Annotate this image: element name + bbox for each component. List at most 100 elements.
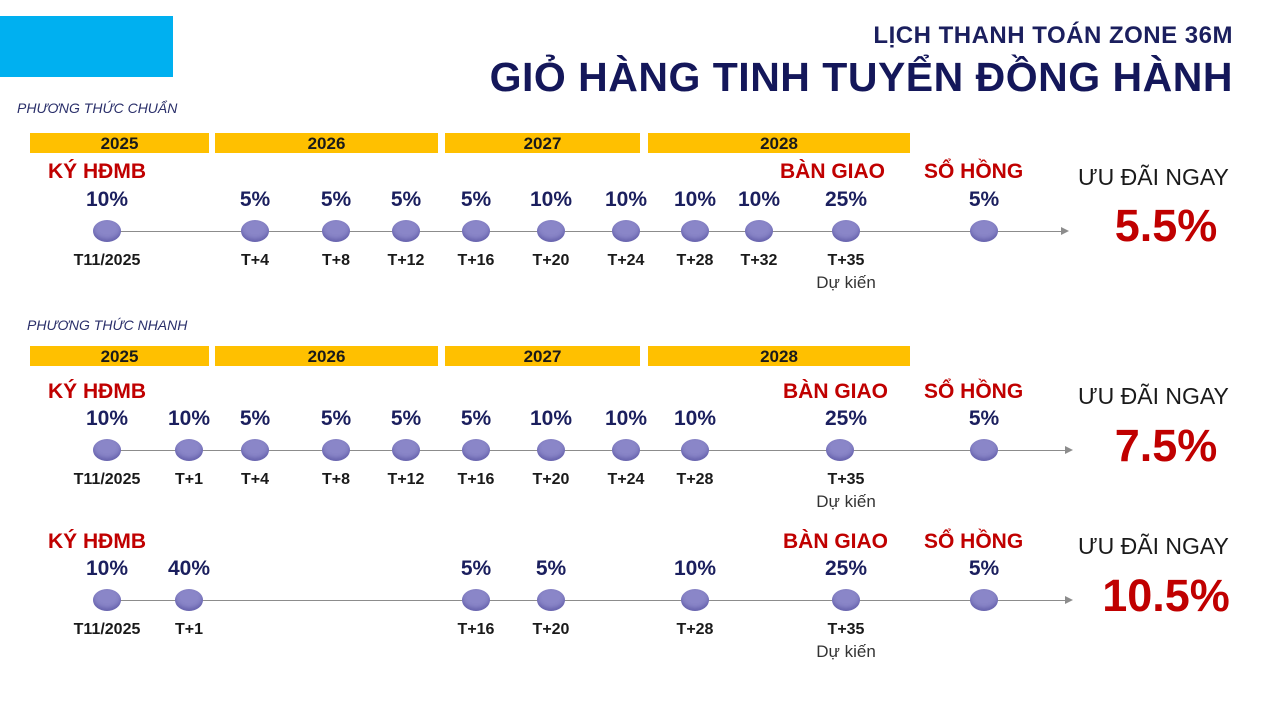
milestone-dot xyxy=(462,220,490,242)
milestone-tick: T+4 xyxy=(240,471,270,488)
milestone-tick: T+8 xyxy=(321,252,351,269)
milestone-dot xyxy=(970,220,998,242)
milestone-percent: 10% xyxy=(673,188,717,211)
milestone-tick: T+4 xyxy=(240,252,270,269)
handover-label: BÀN GIAO xyxy=(780,160,885,183)
offer-value: 7.5% xyxy=(1114,420,1218,471)
milestone-percent: 25% xyxy=(824,407,868,430)
milestone-tick: T+20 xyxy=(532,252,570,269)
milestone-dot xyxy=(93,220,121,242)
method-label-standard: PHƯƠNG THỨC CHUẨN xyxy=(17,100,178,116)
milestone-dot xyxy=(93,589,121,611)
milestone-tick: T+16 xyxy=(457,621,495,638)
milestone-tick: T11/2025 xyxy=(73,621,141,638)
milestone-dot xyxy=(241,220,269,242)
year-bar-2026: 2026 xyxy=(215,133,438,153)
year-bar-2028: 2028 xyxy=(648,133,910,153)
milestone-dot xyxy=(175,439,203,461)
milestone-dot xyxy=(537,589,565,611)
milestone-dot xyxy=(681,439,709,461)
milestone-dot xyxy=(832,589,860,611)
arrow-right-icon xyxy=(1065,596,1073,604)
timeline-line xyxy=(107,450,1065,451)
milestone-dot xyxy=(93,439,121,461)
milestone-percent: 5% xyxy=(460,407,492,430)
milestone-percent: 25% xyxy=(824,188,868,211)
milestone-dot xyxy=(970,589,998,611)
milestone-dot xyxy=(322,439,350,461)
pink-book-label: SỔ HỒNG xyxy=(924,160,1024,183)
milestone-dot xyxy=(745,220,773,242)
milestone-percent: 25% xyxy=(824,557,868,580)
milestone-tick: T+8 xyxy=(321,471,351,488)
page-title: GIỎ HÀNG TINH TUYỂN ĐỒNG HÀNH xyxy=(489,54,1233,100)
offer-label: ƯU ĐÃI NGAY xyxy=(1078,533,1229,559)
milestone-tick: T+12 xyxy=(387,471,425,488)
milestone-tick: T+12 xyxy=(387,252,425,269)
milestone-dot xyxy=(826,439,854,461)
milestone-percent: 5% xyxy=(390,407,422,430)
milestone-tick: T+28 xyxy=(676,471,714,488)
milestone-dot xyxy=(175,589,203,611)
milestone-tick: T+1 xyxy=(174,471,204,488)
sign-contract-label: KÝ HĐMB xyxy=(48,530,146,553)
milestone-dot xyxy=(681,220,709,242)
milestone-dot xyxy=(322,220,350,242)
milestone-dot xyxy=(537,439,565,461)
year-bar-2027: 2027 xyxy=(445,133,640,153)
milestone-percent: 5% xyxy=(460,557,492,580)
timeline-line xyxy=(107,231,1061,232)
milestone-dot xyxy=(462,439,490,461)
milestone-percent: 10% xyxy=(604,407,648,430)
year-bar-2025: 2025 xyxy=(30,346,209,366)
milestone-percent: 5% xyxy=(535,557,567,580)
milestone-percent: 5% xyxy=(320,407,352,430)
milestone-tick: T11/2025 xyxy=(73,471,141,488)
estimate-note: Dự kiến xyxy=(816,642,876,661)
milestone-percent: 5% xyxy=(460,188,492,211)
sign-contract-label: KÝ HĐMB xyxy=(48,160,146,183)
milestone-dot xyxy=(392,439,420,461)
milestone-percent: 5% xyxy=(968,188,1000,211)
milestone-percent: 5% xyxy=(320,188,352,211)
milestone-tick: T+32 xyxy=(740,252,778,269)
method-label-fast: PHƯƠNG THỨC NHANH xyxy=(27,317,188,333)
milestone-percent: 10% xyxy=(673,407,717,430)
year-bar-2028: 2028 xyxy=(648,346,910,366)
milestone-tick: T+35 xyxy=(827,621,865,638)
milestone-dot xyxy=(537,220,565,242)
milestone-dot xyxy=(681,589,709,611)
milestone-tick: T+24 xyxy=(607,471,645,488)
estimate-note: Dự kiến xyxy=(816,273,876,292)
milestone-tick: T+20 xyxy=(532,621,570,638)
milestone-percent: 10% xyxy=(673,557,717,580)
pink-book-label: SỔ HỒNG xyxy=(924,380,1024,403)
year-bar-2026: 2026 xyxy=(215,346,438,366)
milestone-dot xyxy=(241,439,269,461)
milestone-percent: 10% xyxy=(529,188,573,211)
timeline-line xyxy=(107,600,1065,601)
offer-label: ƯU ĐÃI NGAY xyxy=(1078,164,1229,190)
milestone-dot xyxy=(392,220,420,242)
year-bar-2025: 2025 xyxy=(30,133,209,153)
milestone-percent: 40% xyxy=(167,557,211,580)
milestone-percent: 10% xyxy=(604,188,648,211)
milestone-tick: T+16 xyxy=(457,252,495,269)
milestone-percent: 5% xyxy=(239,188,271,211)
handover-label: BÀN GIAO xyxy=(783,380,888,403)
milestone-percent: 10% xyxy=(529,407,573,430)
pink-book-label: SỔ HỒNG xyxy=(924,530,1024,553)
milestone-percent: 5% xyxy=(239,407,271,430)
offer-value: 5.5% xyxy=(1114,200,1218,251)
arrow-right-icon xyxy=(1065,446,1073,454)
milestone-percent: 5% xyxy=(968,407,1000,430)
milestone-percent: 5% xyxy=(390,188,422,211)
milestone-dot xyxy=(832,220,860,242)
accent-block xyxy=(0,16,173,77)
estimate-note: Dự kiến xyxy=(816,492,876,511)
year-bar-2027: 2027 xyxy=(445,346,640,366)
milestone-dot xyxy=(970,439,998,461)
milestone-tick: T+1 xyxy=(174,621,204,638)
milestone-dot xyxy=(612,439,640,461)
offer-label: ƯU ĐÃI NGAY xyxy=(1078,383,1229,409)
